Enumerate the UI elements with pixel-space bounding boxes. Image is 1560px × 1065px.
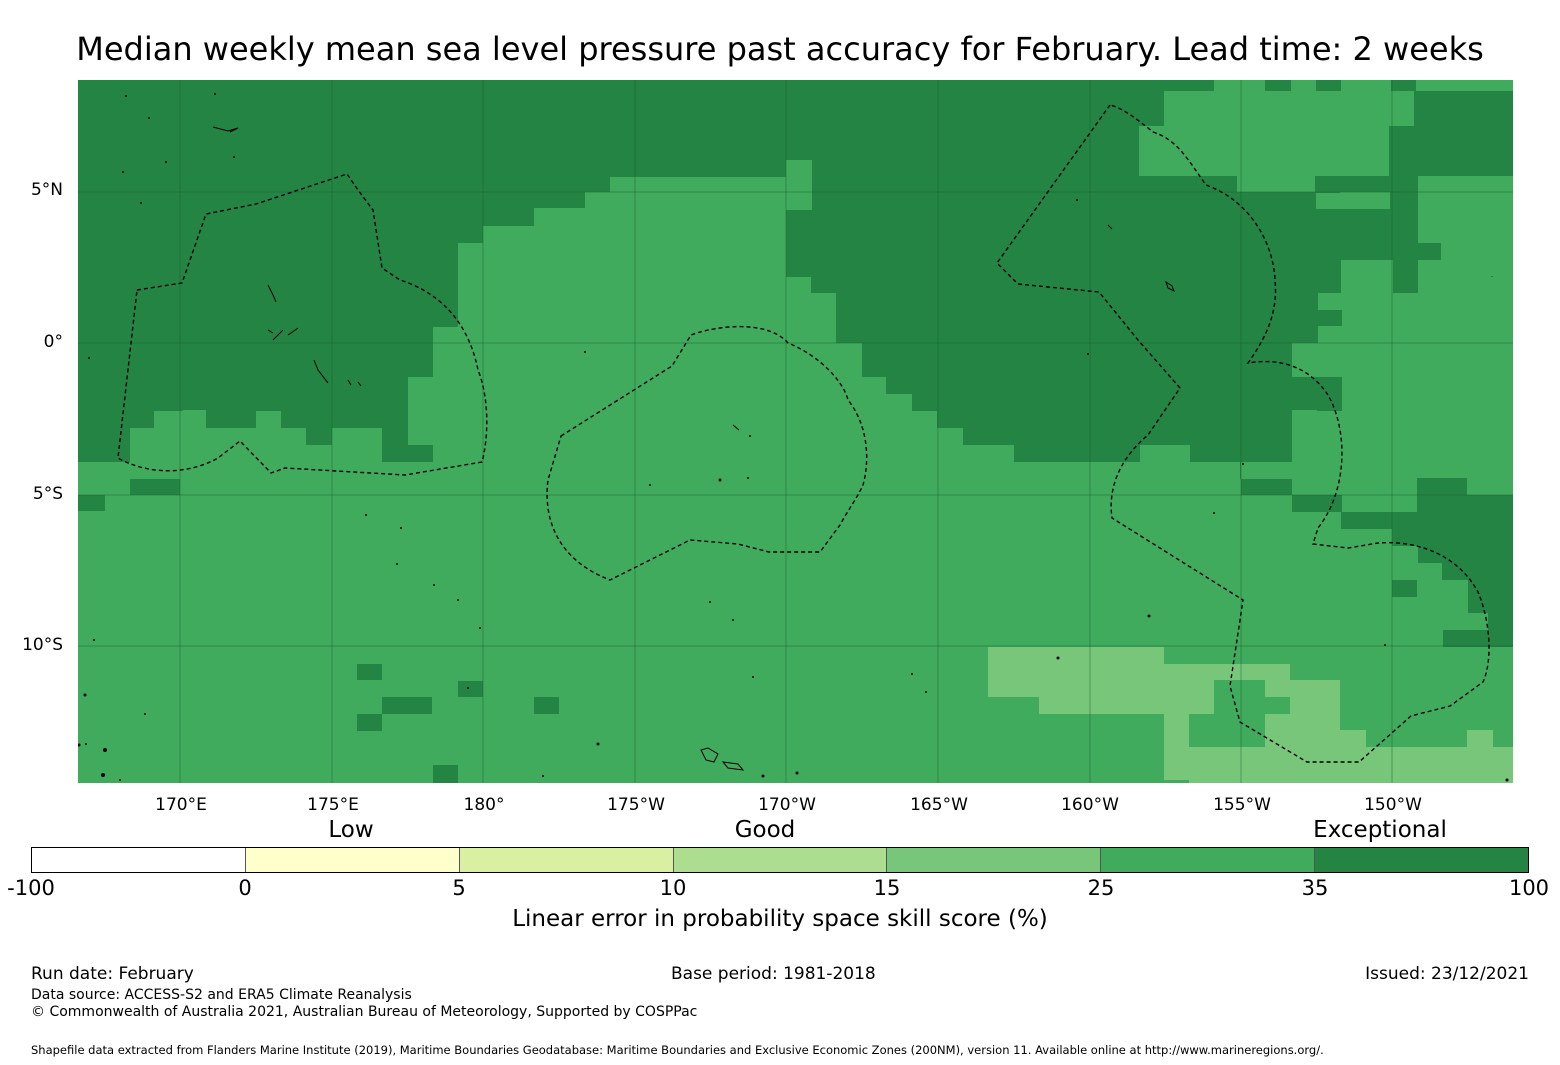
map-canvas [78,80,1513,783]
lon-label: 175°E [307,795,359,815]
skill-map [78,80,1513,783]
lon-label: 165°W [910,795,968,815]
shapefile-credit: Shapefile data extracted from Flanders M… [31,1043,1324,1057]
colorbar-segment [245,848,460,872]
eez-boundaries [117,104,1490,763]
colorbar-title: Linear error in probability space skill … [512,906,1048,932]
lon-label: 155°W [1213,795,1271,815]
colorbar-category-low: Low [328,817,374,843]
moderate-skill-regions [988,647,1513,783]
copyright: © Commonwealth of Australia 2021, Austra… [31,1004,698,1020]
good-skill-patches [183,80,1513,445]
good-skill-patches-south [1164,714,1513,783]
eez-boundary-tuvalu-kiribati-west [117,173,488,476]
colorbar-segment [32,848,246,872]
colorbar-segment [887,848,1102,872]
eez-boundary-tokelau [546,325,868,581]
lon-label: 150°W [1364,795,1422,815]
colorbar-category-exceptional: Exceptional [1313,817,1447,843]
colorbar-tick-label: 10 [659,876,687,900]
lon-label: 175°W [607,795,665,815]
colorbar-segment [1315,848,1529,872]
colorbar-segment [459,848,674,872]
base-period: Base period: 1981-2018 [671,964,876,984]
island-dots [78,93,1509,782]
lat-label: 5°N [30,180,63,200]
colorbar-tick-label: 15 [873,876,901,900]
islands [212,126,1175,771]
lat-label: 0° [43,332,63,352]
eez-boundary-kiribati-line [996,104,1490,763]
colorbar-tick-label: 5 [452,876,466,900]
run-date: Run date: February [31,964,194,984]
colorbar-tick-label: -100 [7,876,55,900]
lon-label: 160°W [1061,795,1119,815]
colorbar-segment [673,848,888,872]
colorbar-category-good: Good [734,817,796,843]
exceptional-region-west [78,80,635,462]
lon-label: 170°W [758,795,816,815]
colorbar-tick-label: 25 [1087,876,1115,900]
colorbar-tick-label: 35 [1301,876,1329,900]
lat-label: 10°S [22,635,63,655]
lon-label: 180° [463,795,505,815]
exceptional-skill-regions [78,80,1513,647]
lon-label: 170°E [155,795,207,815]
lat-label: 5°S [32,484,63,504]
colorbar-tick-label: 100 [1508,876,1550,900]
colorbar-tick-label: 0 [238,876,252,900]
exceptional-skill-patches [78,93,1513,783]
colorbar-segment [1101,848,1316,872]
exceptional-region-east [635,80,1513,647]
colorbar [31,847,1529,873]
data-source: Data source: ACCESS-S2 and ERA5 Climate … [31,987,412,1003]
chart-title: Median weekly mean sea level pressure pa… [76,30,1484,68]
issued-date: Issued: 23/12/2021 [1365,964,1529,984]
graticule [78,80,1513,783]
